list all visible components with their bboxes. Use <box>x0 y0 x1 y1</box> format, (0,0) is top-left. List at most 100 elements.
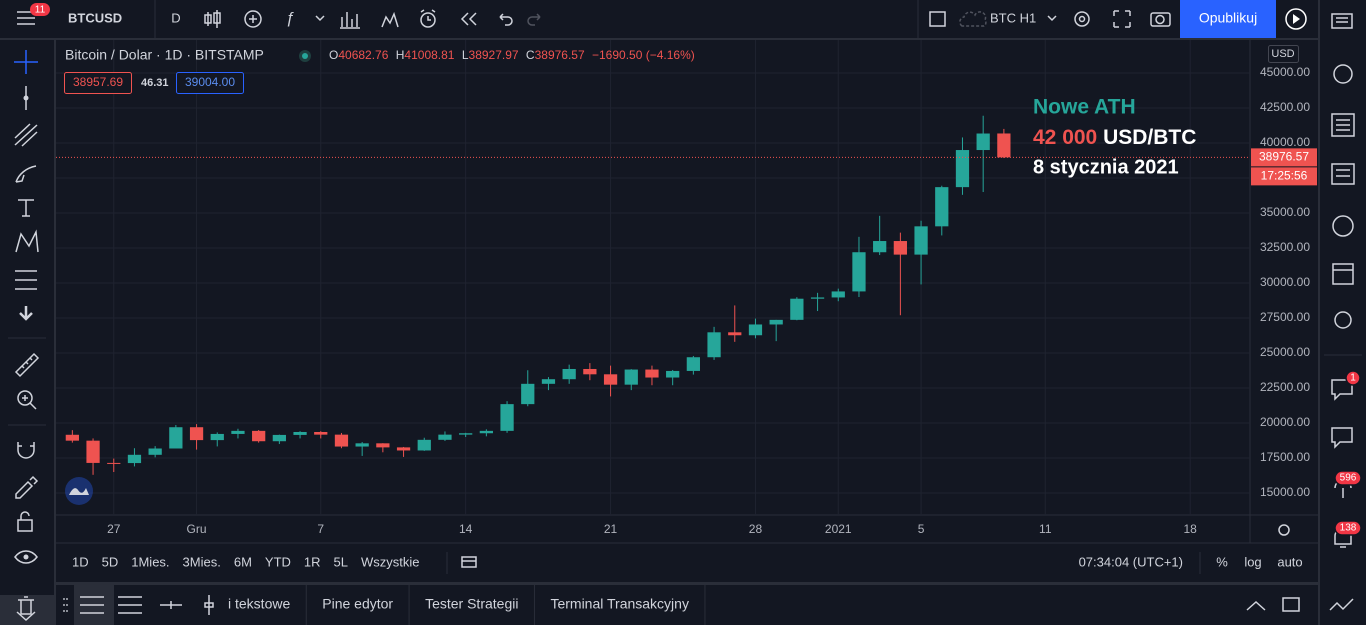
brush-tool[interactable] <box>15 165 37 183</box>
zoom-tool[interactable] <box>17 390 33 406</box>
axis-settings-icon[interactable] <box>1278 524 1290 536</box>
tool-icon[interactable] <box>80 596 104 614</box>
snapshot-icon[interactable] <box>1150 12 1171 27</box>
tool-icon[interactable] <box>118 596 142 614</box>
lock-tool[interactable] <box>17 519 33 532</box>
sell-box[interactable] <box>64 72 132 94</box>
redo-icon[interactable] <box>527 13 541 26</box>
range-button[interactable]: 6M <box>234 554 252 569</box>
settings-icon[interactable] <box>1074 11 1090 27</box>
range-button[interactable]: YTD <box>265 554 291 569</box>
range-button[interactable]: 1Mies. <box>131 554 169 569</box>
buy-box[interactable] <box>176 72 244 94</box>
undo-icon[interactable] <box>499 13 513 26</box>
y-tick-label: 25000.00 <box>1260 345 1310 359</box>
y-tick-label: 27500.00 <box>1260 310 1310 324</box>
clock[interactable]: 07:34:04 (UTC+1) <box>1079 554 1183 569</box>
badge <box>1334 520 1362 536</box>
chats-icon[interactable] <box>1331 427 1353 449</box>
data-window-icon[interactable] <box>1331 163 1355 185</box>
y-tick-label: 22500.00 <box>1260 380 1310 394</box>
trading-icon[interactable] <box>1329 598 1354 611</box>
drag-handle[interactable] <box>63 598 68 612</box>
trend-tool[interactable] <box>14 123 38 147</box>
countdown: 17:25:56 <box>1261 169 1308 183</box>
market-dot <box>302 53 308 59</box>
chart-type-icon[interactable] <box>204 10 221 28</box>
candle-body <box>624 369 638 385</box>
candle-body <box>831 291 845 298</box>
legend-key: C <box>526 48 535 62</box>
range-button[interactable]: 1D <box>72 554 89 569</box>
fullscreen-box-icon[interactable] <box>929 11 946 27</box>
fib-tool[interactable] <box>15 270 37 290</box>
interval[interactable]: D <box>171 10 180 25</box>
news-icon[interactable] <box>1331 113 1355 137</box>
panel-tab[interactable]: Pine edytor <box>322 596 393 612</box>
tool-icon[interactable] <box>160 601 182 609</box>
collapse-icon[interactable] <box>16 611 36 622</box>
hotlists-icon[interactable] <box>1332 215 1354 237</box>
log-toggle[interactable]: log <box>1244 554 1261 569</box>
measure-tool[interactable] <box>14 352 40 378</box>
expand-icon[interactable] <box>1246 600 1266 611</box>
arrow-tool[interactable] <box>19 306 33 321</box>
date-range-icon[interactable] <box>461 556 477 568</box>
pattern-tool[interactable] <box>15 229 39 253</box>
candle-body <box>521 383 535 405</box>
financials-icon[interactable] <box>340 12 360 29</box>
percent-toggle[interactable]: % <box>1216 554 1228 569</box>
panel-tab[interactable]: Tester Strategii <box>425 596 518 612</box>
compare-icon[interactable] <box>244 10 262 28</box>
menu-button[interactable]: 11 <box>17 3 50 25</box>
range-button[interactable]: 1R <box>304 554 321 569</box>
layout-name[interactable]: BTC H1 <box>990 10 1036 25</box>
candle-body <box>210 433 224 441</box>
eye-tool[interactable] <box>14 550 38 564</box>
range-buttons: 1D 5D 1Mies. 3Mies. 6M YTD 1R 5L Wszystkie <box>72 554 420 569</box>
panel-tab[interactable]: i tekstowe <box>228 596 290 612</box>
lock-drawing-tool[interactable] <box>15 475 39 499</box>
templates-icon[interactable] <box>381 11 399 28</box>
candle-body <box>127 454 142 464</box>
range-button[interactable]: 5L <box>334 554 348 569</box>
crosshair-tool[interactable] <box>14 50 38 74</box>
logo-bg <box>65 477 93 505</box>
magnet-tool[interactable] <box>17 442 35 459</box>
symbol[interactable]: BTCUSD <box>68 10 122 25</box>
buy-price: 39004.00 <box>185 75 235 89</box>
currency-box[interactable] <box>1268 45 1299 63</box>
layout-dropdown[interactable] <box>1047 15 1057 22</box>
trash-tool[interactable] <box>18 596 34 615</box>
play-triangle <box>1293 14 1300 24</box>
publish-button[interactable] <box>1180 0 1276 38</box>
candle-body <box>748 324 763 336</box>
panel-tab[interactable]: Terminal Transakcyjny <box>550 596 689 612</box>
ideas-icon[interactable] <box>1334 311 1352 329</box>
badge <box>1345 370 1361 386</box>
alerts-icon[interactable] <box>1333 64 1353 84</box>
candle-body <box>603 374 618 385</box>
indicators-icon[interactable]: ƒ <box>286 10 295 27</box>
candle-body <box>914 226 928 255</box>
dropdown-icon[interactable] <box>315 15 325 22</box>
legend-value: 38927.97 <box>469 48 519 62</box>
watchlist-icon[interactable] <box>1331 13 1353 29</box>
maximize-icon[interactable] <box>1282 597 1300 612</box>
replay-icon[interactable] <box>460 12 477 26</box>
range-button[interactable]: 5D <box>102 554 119 569</box>
x-tick-label: 21 <box>604 522 618 536</box>
badge-text: 596 <box>1340 473 1357 484</box>
fullscreen-icon[interactable] <box>1113 10 1131 28</box>
x-tick-label: 27 <box>107 522 121 536</box>
text-tool[interactable] <box>18 199 34 217</box>
alert-icon[interactable] <box>420 12 436 28</box>
range-button[interactable]: Wszystkie <box>361 554 420 569</box>
auto-toggle[interactable]: auto <box>1277 554 1302 569</box>
calendar-icon[interactable] <box>1332 263 1354 285</box>
annotation-unit: USD/BTC <box>1103 126 1196 149</box>
range-button[interactable]: 3Mies. <box>183 554 221 569</box>
play-icon[interactable] <box>1285 8 1307 30</box>
tool-icon[interactable] <box>204 595 214 615</box>
